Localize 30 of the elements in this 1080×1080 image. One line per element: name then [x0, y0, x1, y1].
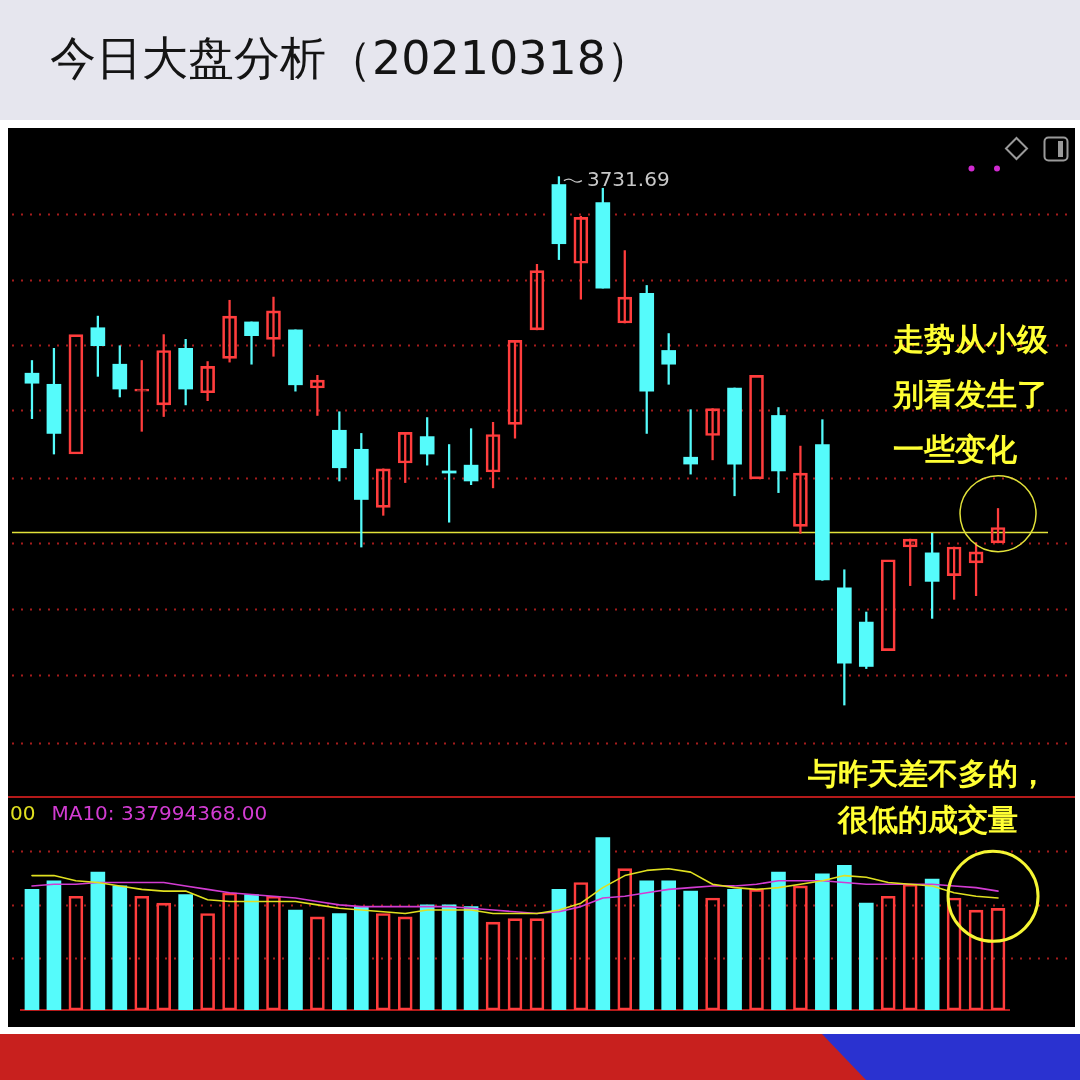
bar: [419, 904, 435, 1010]
bar: [727, 889, 742, 1010]
bar: [178, 894, 193, 1010]
bar: [332, 913, 347, 1010]
bar: [771, 871, 786, 1010]
bar: [244, 894, 259, 1010]
bar: [837, 864, 852, 1010]
candlestick: [244, 321, 259, 365]
bar: [683, 890, 698, 1010]
bar: [815, 873, 830, 1010]
bar: [24, 889, 40, 1010]
annotation: 走势从小级别看发生了一些变化: [892, 321, 1049, 468]
text: MA10: 337994368.00: [51, 801, 268, 826]
bar: [112, 885, 128, 1010]
bar: [288, 909, 303, 1010]
bar: [595, 837, 611, 1010]
bar: [661, 880, 677, 1010]
text: 00: [10, 801, 36, 826]
bar: [90, 871, 106, 1010]
bar: [551, 889, 567, 1010]
chart-title: 今日大盘分析（20210318）: [50, 30, 653, 86]
bar: [46, 880, 62, 1010]
bar: [463, 906, 479, 1010]
bar: [924, 878, 940, 1010]
bar: [639, 880, 655, 1010]
bar: [353, 906, 369, 1010]
bar: [858, 902, 874, 1010]
annotation: 3731.69: [586, 166, 670, 191]
bar: [441, 904, 457, 1010]
text: 与昨天差不多的，很低的成交量: [807, 755, 1048, 837]
